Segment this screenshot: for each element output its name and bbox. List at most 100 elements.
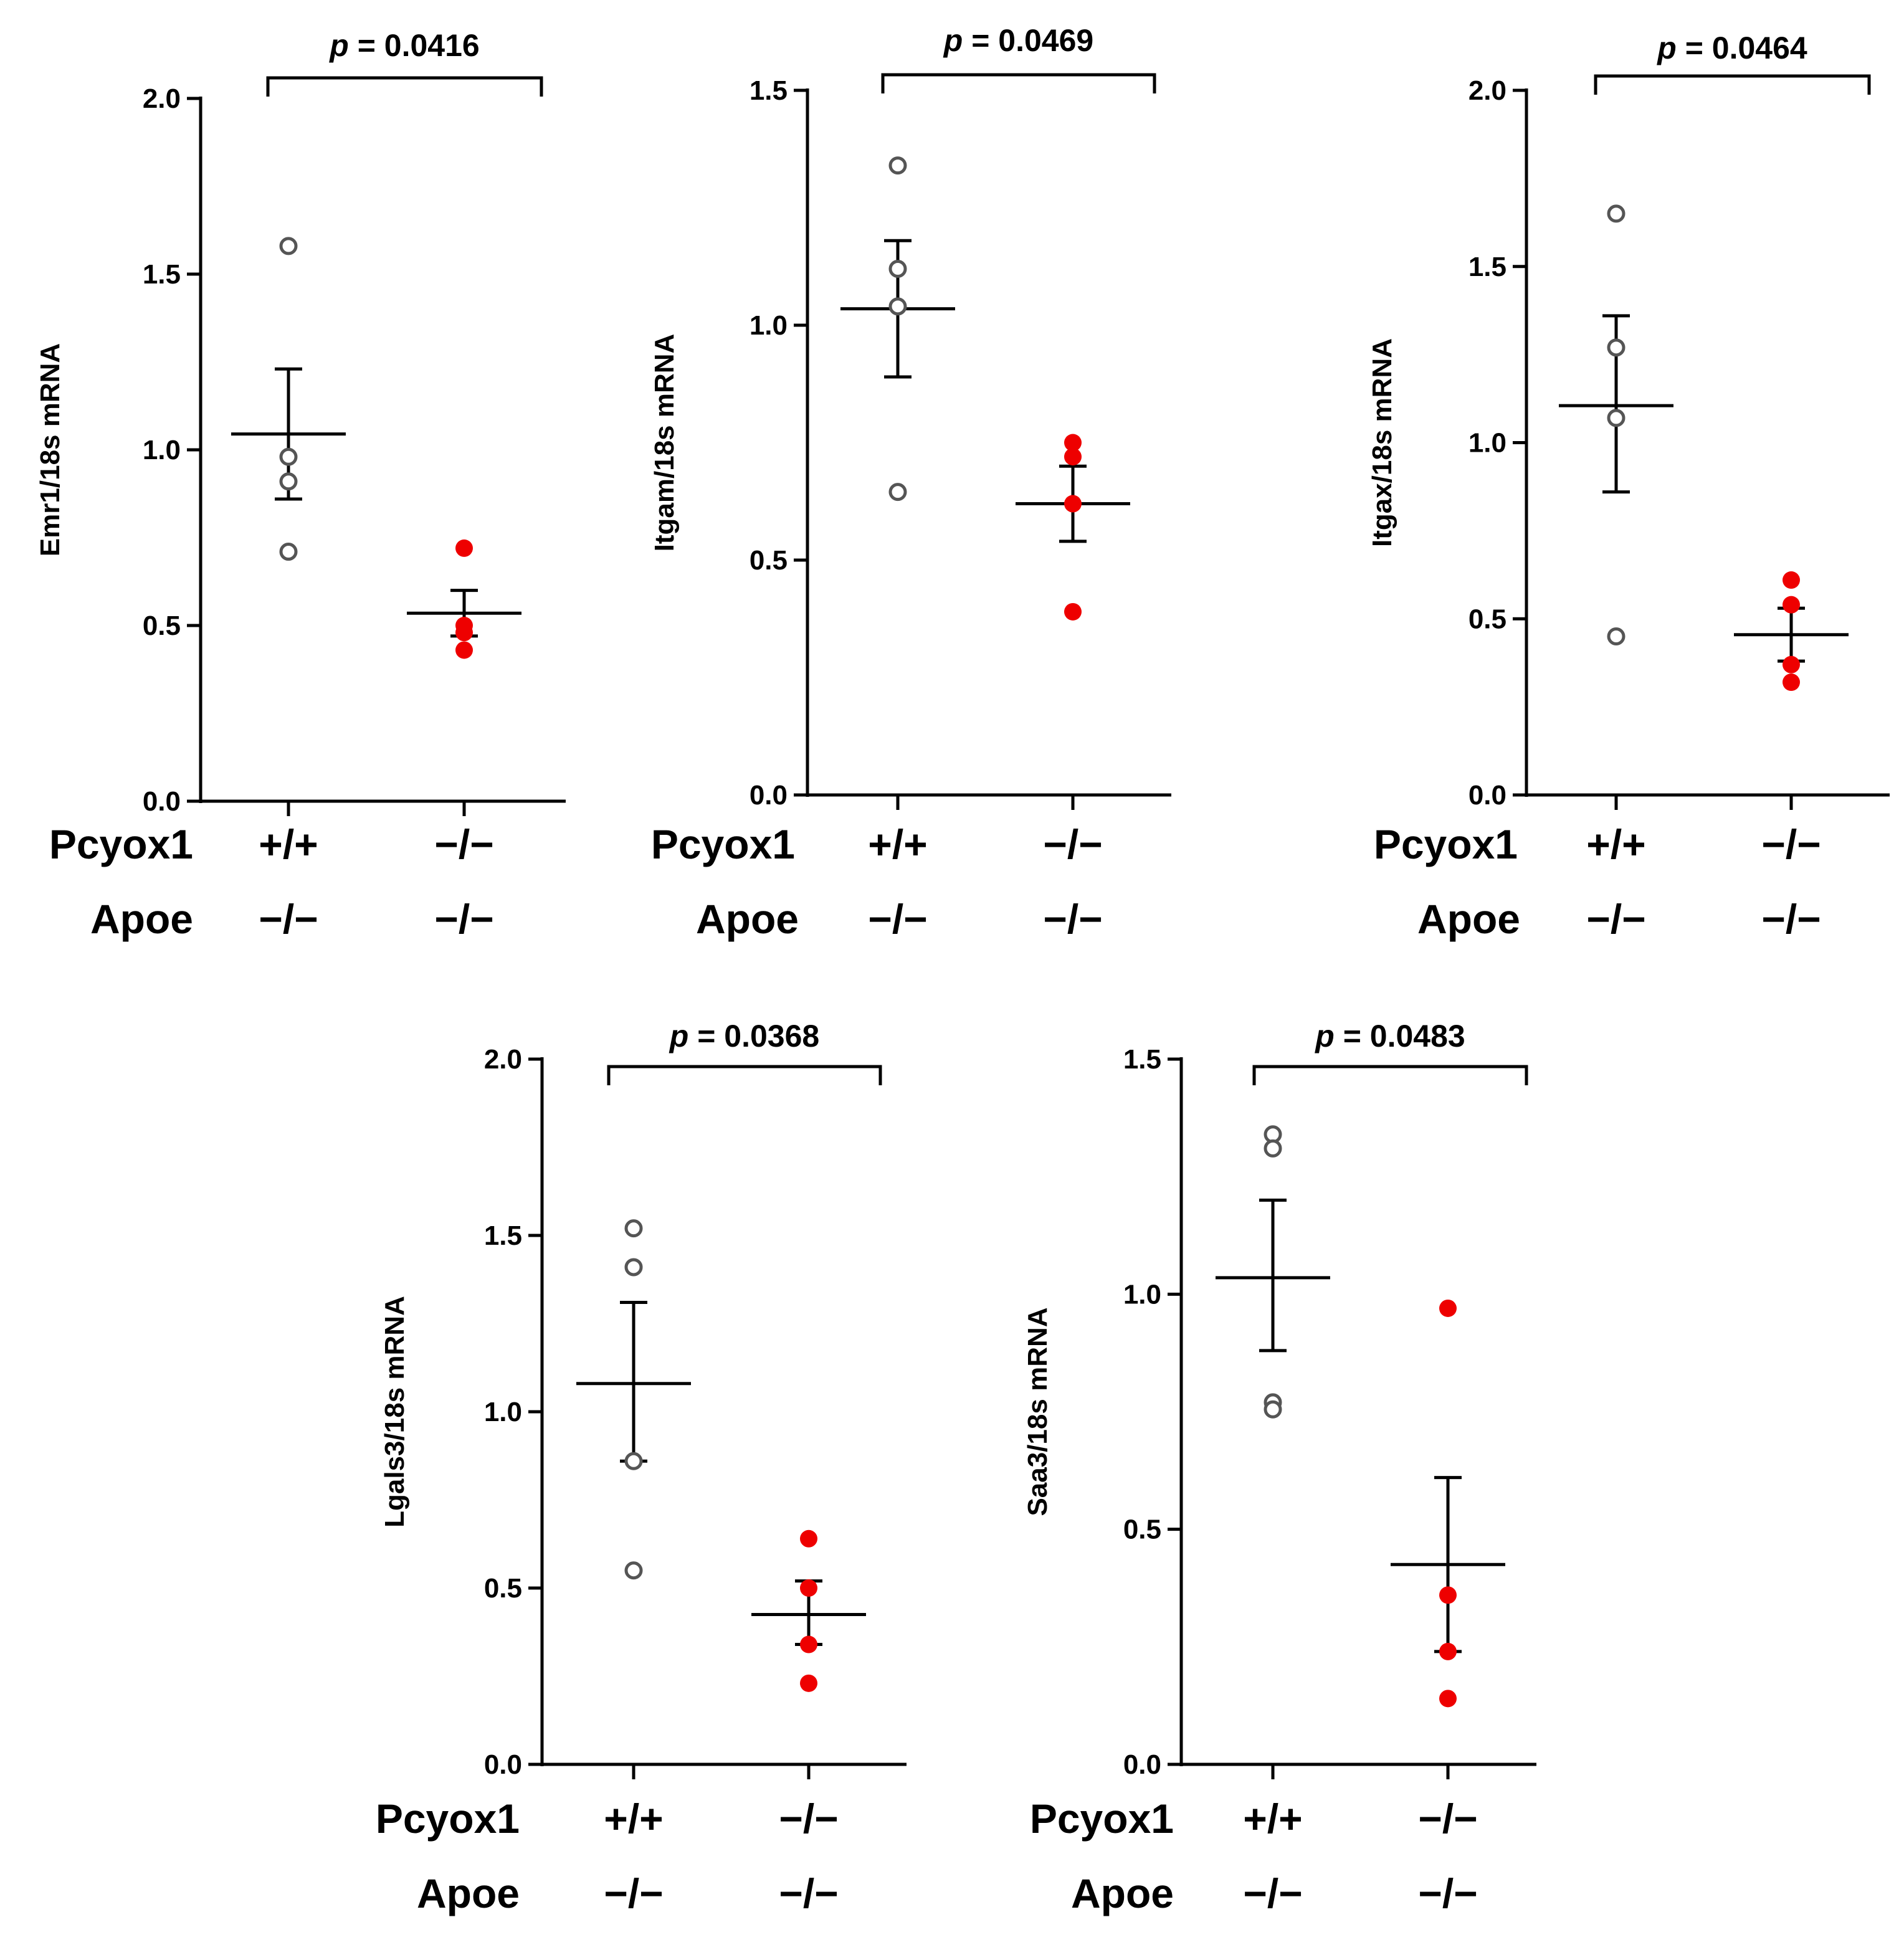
y-tick-label: 1.5	[1123, 1044, 1161, 1075]
chart-panel-5: 0.0 0.5 1.0 1.5 Saa3/18s mRNA p = 0.0483 +/+ −/…	[1022, 1019, 1536, 1916]
pcyox1-genotype-label: −/−	[779, 1796, 838, 1842]
data-point	[1783, 673, 1800, 692]
data-point	[279, 237, 298, 255]
group-2: −/− −/−	[1734, 571, 1849, 942]
y-tick-label: 2.0	[484, 1044, 522, 1075]
data-point	[279, 543, 298, 561]
group-2: −/− −/−	[1016, 434, 1130, 942]
y-axis-label: Emr1/18s mRNA	[35, 343, 65, 556]
pcyox1-genotype-label: +/+	[1243, 1796, 1302, 1842]
apoe-genotype-label: −/−	[1243, 1870, 1302, 1916]
significance-bracket	[1252, 1065, 1528, 1085]
data-point	[1439, 1586, 1457, 1604]
y-tick-label: 2.0	[143, 83, 181, 114]
significance-bracket	[881, 73, 1156, 93]
p-value-text: = 0.0483	[1335, 1019, 1465, 1054]
y-tick-label: 1.5	[143, 259, 181, 290]
chart-panel-3: 0.0 0.5 1.0 1.5 2.0 Itgax/18s mRNA p = 0.0464 +…	[1367, 31, 1890, 942]
y-tick-label: 0.0	[484, 1749, 522, 1780]
y-tick-label: 1.0	[1468, 428, 1507, 459]
pcyox1-genotype-label: +/+	[604, 1796, 663, 1842]
data-point	[888, 483, 907, 502]
group-1: +/+ −/−	[231, 237, 346, 942]
data-point	[624, 1452, 643, 1470]
y-axis-label: Lgals3/18s mRNA	[379, 1296, 410, 1528]
data-point	[455, 641, 473, 659]
p-value-label: p = 0.0464	[1656, 31, 1807, 65]
pcyox1-genotype-label: −/−	[1418, 1796, 1477, 1842]
data-point	[1607, 627, 1626, 646]
y-tick-label: 0.5	[1468, 604, 1507, 634]
pcyox1-genotype-label: −/−	[1043, 821, 1102, 867]
p-value-label: p = 0.0483	[1314, 1019, 1465, 1054]
data-point	[888, 260, 907, 278]
pcyox1-genotype-label: −/−	[434, 821, 493, 867]
row-label-apoe: Apoe	[696, 896, 799, 942]
y-tick-label: 0.0	[750, 780, 788, 811]
row-label-pcyox1: Pcyox1	[1374, 821, 1518, 867]
data-point	[888, 156, 907, 175]
data-point	[1264, 1139, 1282, 1158]
p-value-label: p = 0.0469	[943, 23, 1093, 58]
group-1: +/+ −/−	[1216, 1125, 1330, 1916]
apoe-genotype-label: −/−	[868, 896, 927, 942]
p-symbol: p	[328, 28, 349, 63]
p-value-label: p = 0.0368	[669, 1019, 819, 1054]
p-symbol: p	[943, 23, 963, 58]
data-point	[1783, 655, 1800, 673]
data-point	[888, 297, 907, 316]
y-tick-label: 1.5	[1468, 252, 1507, 282]
data-point	[455, 539, 473, 557]
p-value-text: = 0.0368	[688, 1019, 819, 1054]
data-point	[1783, 571, 1800, 589]
y-tick-label: 1.0	[143, 435, 181, 465]
data-point	[800, 1674, 817, 1692]
row-label-pcyox1: Pcyox1	[1030, 1796, 1174, 1842]
data-point	[1064, 434, 1082, 452]
p-value-text: = 0.0464	[1677, 31, 1807, 65]
row-label-apoe: Apoe	[417, 1870, 520, 1916]
y-tick-label: 2.0	[1468, 75, 1507, 106]
data-point	[800, 1635, 817, 1653]
data-point	[1264, 1400, 1282, 1419]
y-tick-label: 1.0	[484, 1397, 522, 1427]
chart-panel-2: 0.0 0.5 1.0 1.5 Itgam/18s mRNA p = 0.0469 +/+ −…	[649, 23, 1171, 942]
p-value-text: = 0.0416	[349, 28, 480, 63]
data-point	[1064, 448, 1082, 466]
y-tick-label: 1.0	[750, 310, 788, 341]
p-value-text: = 0.0469	[963, 23, 1093, 58]
data-point	[1607, 204, 1626, 223]
chart-panel-4: 0.0 0.5 1.0 1.5 2.0 Lgals3/18s mRNA p = 0.0368…	[376, 1019, 907, 1916]
y-tick-label: 1.0	[1123, 1279, 1161, 1310]
row-label-pcyox1: Pcyox1	[49, 821, 193, 867]
row-label-apoe: Apoe	[1417, 896, 1520, 942]
data-point	[1439, 1299, 1457, 1317]
group-2: −/− −/−	[751, 1529, 866, 1916]
p-symbol: p	[1314, 1019, 1335, 1054]
data-point	[1607, 409, 1626, 427]
data-point	[1064, 495, 1082, 513]
group-2: −/− −/−	[1391, 1299, 1505, 1916]
data-point	[279, 447, 298, 466]
significance-bracket	[607, 1065, 882, 1085]
y-tick-label: 0.0	[1123, 1749, 1161, 1780]
apoe-genotype-label: −/−	[1043, 896, 1102, 942]
row-label-apoe: Apoe	[90, 896, 193, 942]
significance-bracket	[266, 76, 543, 97]
y-tick-label: 0.0	[143, 786, 181, 817]
p-symbol: p	[669, 1019, 689, 1054]
pcyox1-genotype-label: −/−	[1761, 821, 1821, 867]
group-1: +/+ −/−	[1559, 204, 1673, 942]
y-tick-label: 1.5	[484, 1220, 522, 1251]
apoe-genotype-label: −/−	[1586, 896, 1645, 942]
group-1: +/+ −/−	[840, 156, 955, 942]
y-tick-label: 0.5	[750, 545, 788, 576]
data-point	[1783, 596, 1800, 614]
y-axis-label: Itgam/18s mRNA	[649, 334, 680, 552]
y-tick-label: 1.5	[750, 75, 788, 106]
apoe-genotype-label: −/−	[604, 1870, 663, 1916]
y-tick-label: 0.0	[1468, 780, 1507, 811]
pcyox1-genotype-label: +/+	[259, 821, 318, 867]
data-point	[279, 472, 298, 491]
